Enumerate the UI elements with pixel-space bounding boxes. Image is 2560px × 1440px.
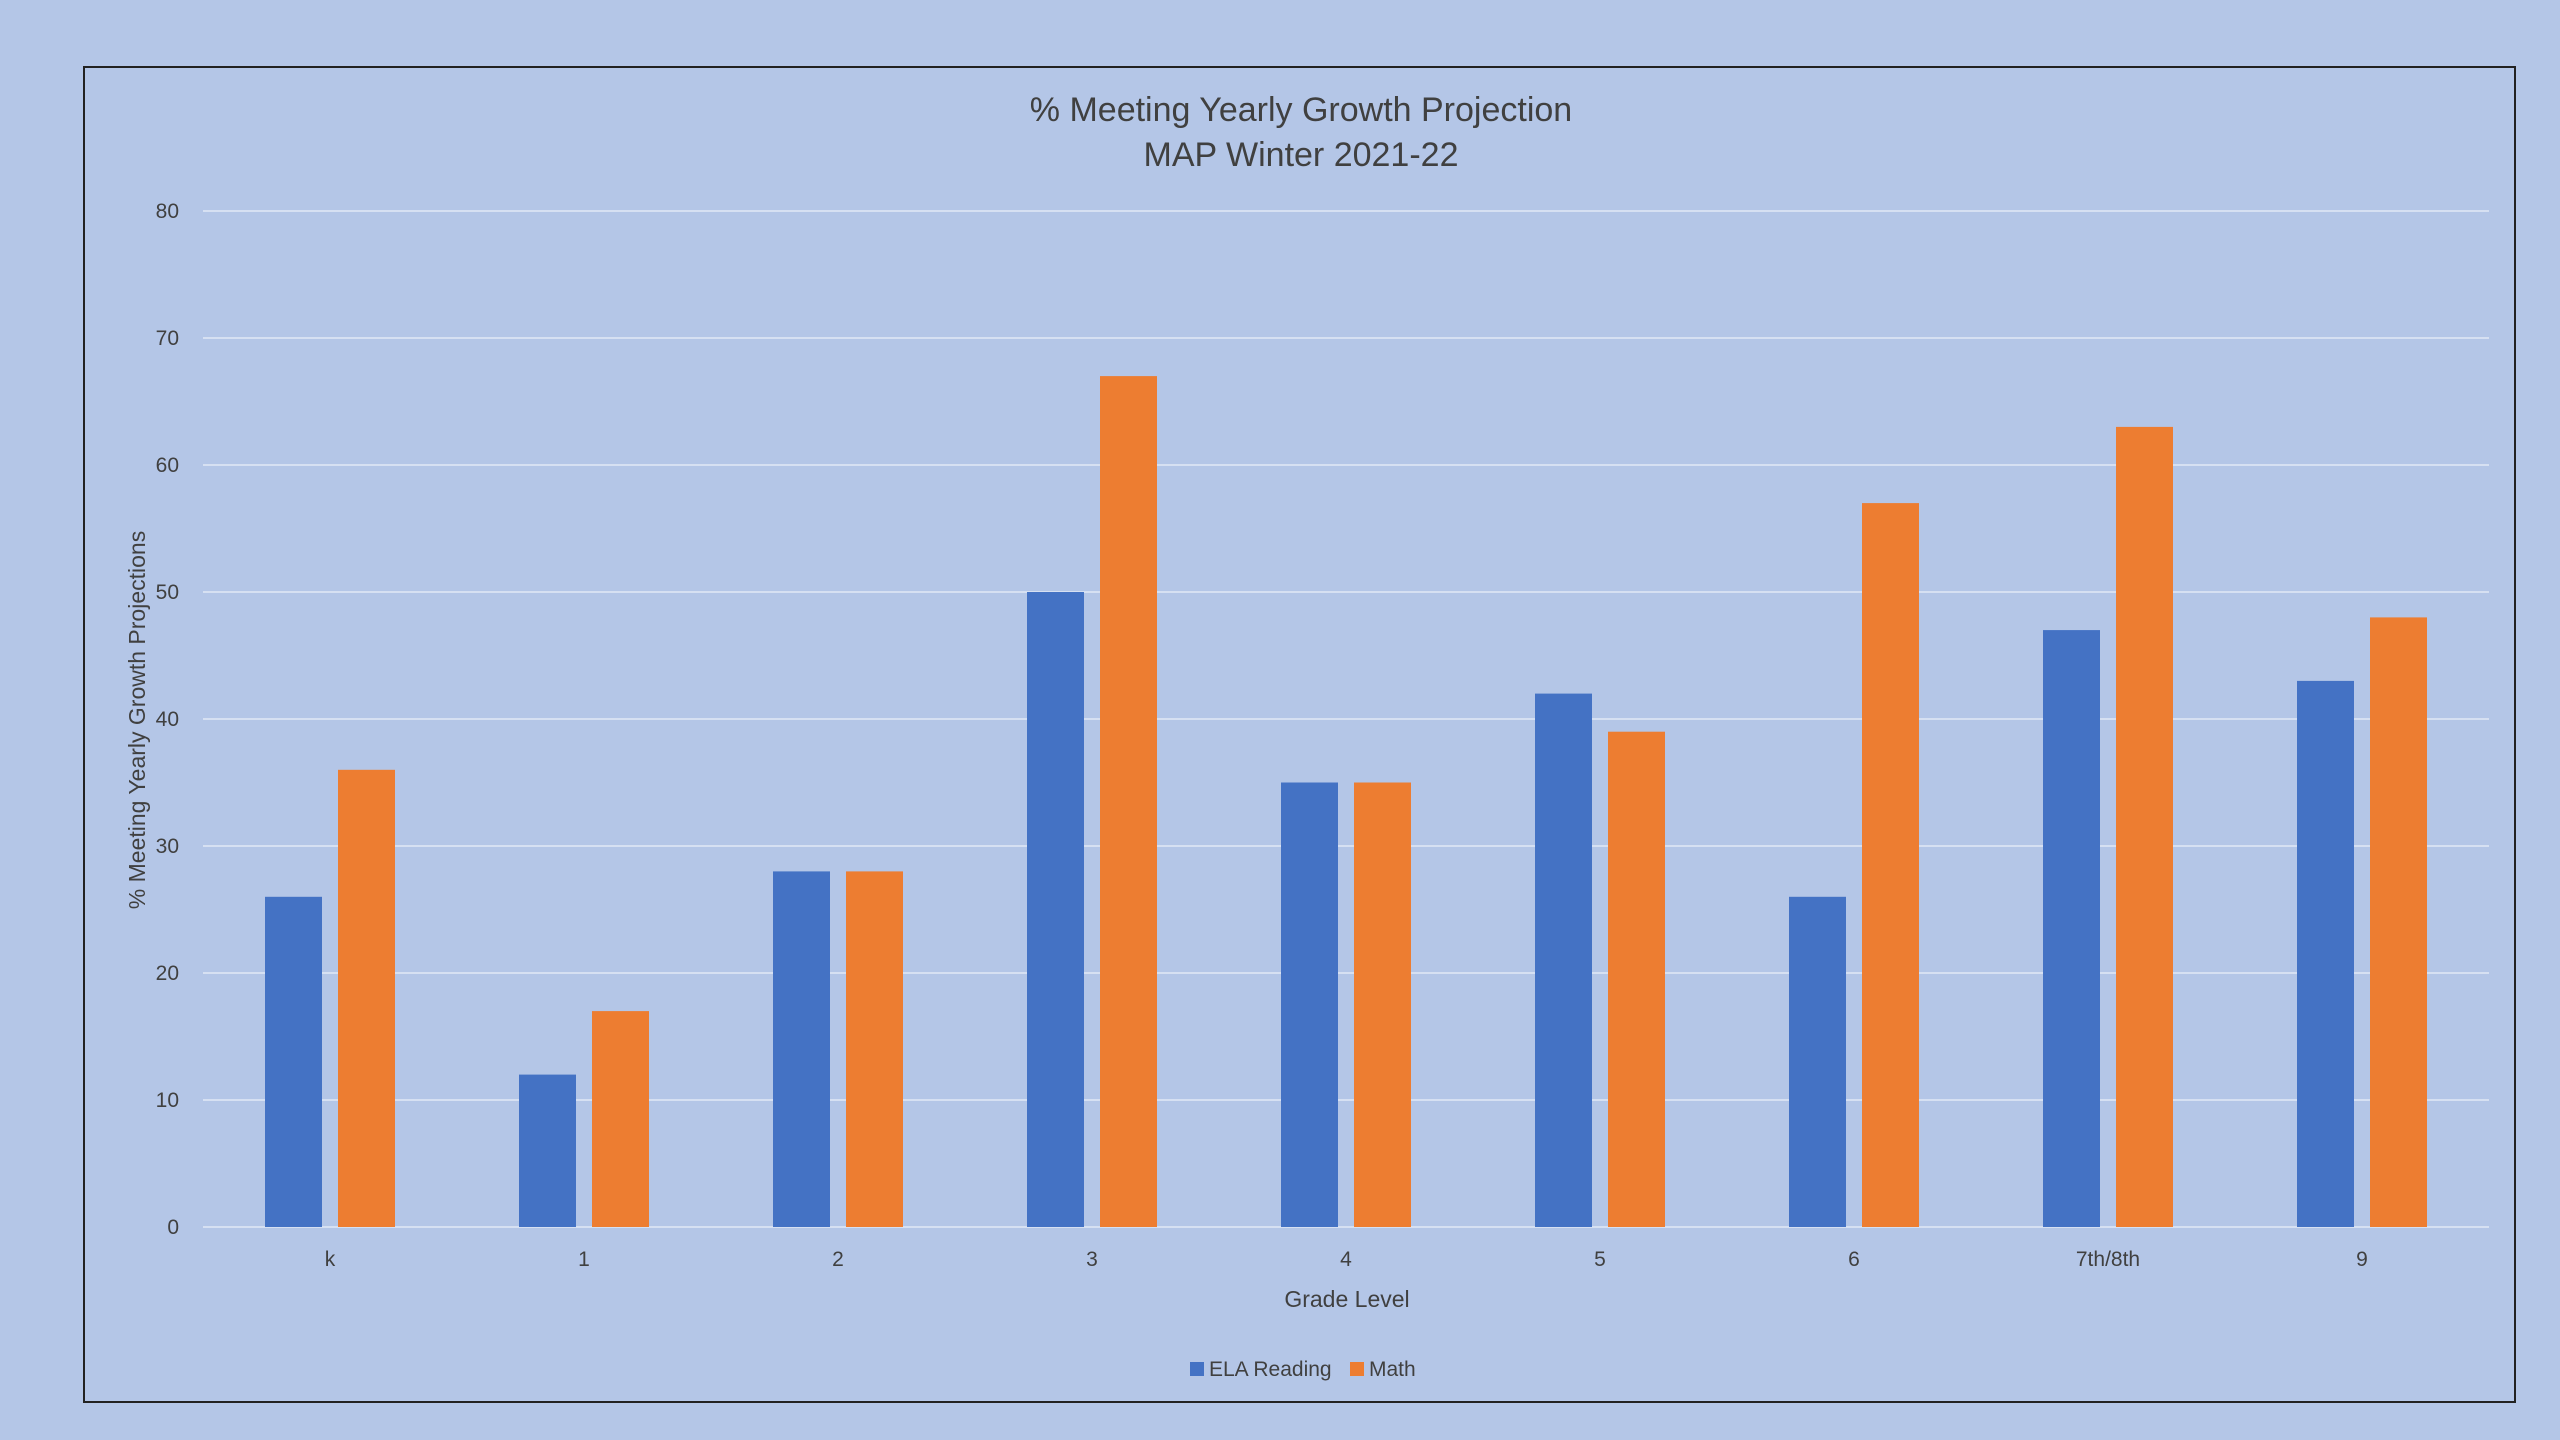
- bar-ela-reading: [773, 871, 830, 1227]
- bar-math: [338, 769, 395, 1227]
- bar-math: [1608, 731, 1665, 1227]
- bar-ela-reading: [519, 1074, 576, 1227]
- legend: ELA Reading Math: [1190, 1358, 1416, 1381]
- bars: [265, 376, 2427, 1228]
- x-axis-title: Grade Level: [1284, 1286, 1409, 1312]
- y-tick-label: 10: [156, 1089, 179, 1112]
- y-tick-label: 0: [167, 1216, 179, 1239]
- bar-ela-reading: [265, 896, 322, 1227]
- bar-ela-reading: [1281, 782, 1338, 1227]
- x-tick-label: 6: [1848, 1248, 1860, 1271]
- x-tick-label: 9: [2356, 1248, 2368, 1271]
- y-tick-label: 70: [156, 327, 179, 350]
- x-tick-label: 3: [1086, 1248, 1098, 1271]
- y-tick-label: 40: [156, 708, 179, 731]
- bar-math: [592, 1011, 649, 1227]
- y-axis-ticks: 0 10 20 30 40 50 60 70 80: [156, 200, 179, 1239]
- y-tick-label: 50: [156, 581, 179, 604]
- y-tick-label: 20: [156, 962, 179, 985]
- gridlines: [203, 210, 2489, 1228]
- legend-swatch: [1190, 1362, 1204, 1376]
- bar-math: [2370, 617, 2427, 1227]
- bar-ela-reading: [1789, 896, 1846, 1227]
- bar-math: [1862, 503, 1919, 1228]
- legend-swatch: [1350, 1362, 1364, 1376]
- y-tick-label: 80: [156, 200, 179, 223]
- bar-ela-reading: [1535, 693, 1592, 1227]
- bar-math: [2116, 426, 2173, 1227]
- x-tick-label: 7th/8th: [2076, 1248, 2140, 1271]
- bar-ela-reading: [1027, 592, 1084, 1227]
- bar-ela-reading: [2297, 680, 2354, 1227]
- bar-math: [1100, 376, 1157, 1228]
- x-axis-ticks: k 1 2 3 4 5 6 7th/8th 9: [325, 1248, 2368, 1271]
- y-tick-label: 60: [156, 454, 179, 477]
- legend-label: Math: [1369, 1358, 1416, 1381]
- chart-title: % Meeting Yearly Growth Projection: [1030, 91, 1572, 129]
- bar-chart: % Meeting Yearly Growth Projection MAP W…: [124, 91, 2489, 1381]
- x-tick-label: 4: [1340, 1248, 1352, 1271]
- bar-math: [846, 871, 903, 1227]
- x-tick-label: 1: [578, 1248, 590, 1271]
- x-tick-label: 2: [832, 1248, 844, 1271]
- y-axis-title: % Meeting Yearly Growth Projections: [124, 531, 150, 909]
- legend-label: ELA Reading: [1209, 1358, 1332, 1381]
- chart-frame: % Meeting Yearly Growth Projection MAP W…: [83, 66, 2516, 1403]
- x-tick-label: k: [325, 1248, 336, 1271]
- bar-math: [1354, 782, 1411, 1227]
- chart-subtitle: MAP Winter 2021-22: [1144, 136, 1459, 174]
- y-tick-label: 30: [156, 835, 179, 858]
- x-tick-label: 5: [1594, 1248, 1606, 1271]
- bar-ela-reading: [2043, 630, 2100, 1227]
